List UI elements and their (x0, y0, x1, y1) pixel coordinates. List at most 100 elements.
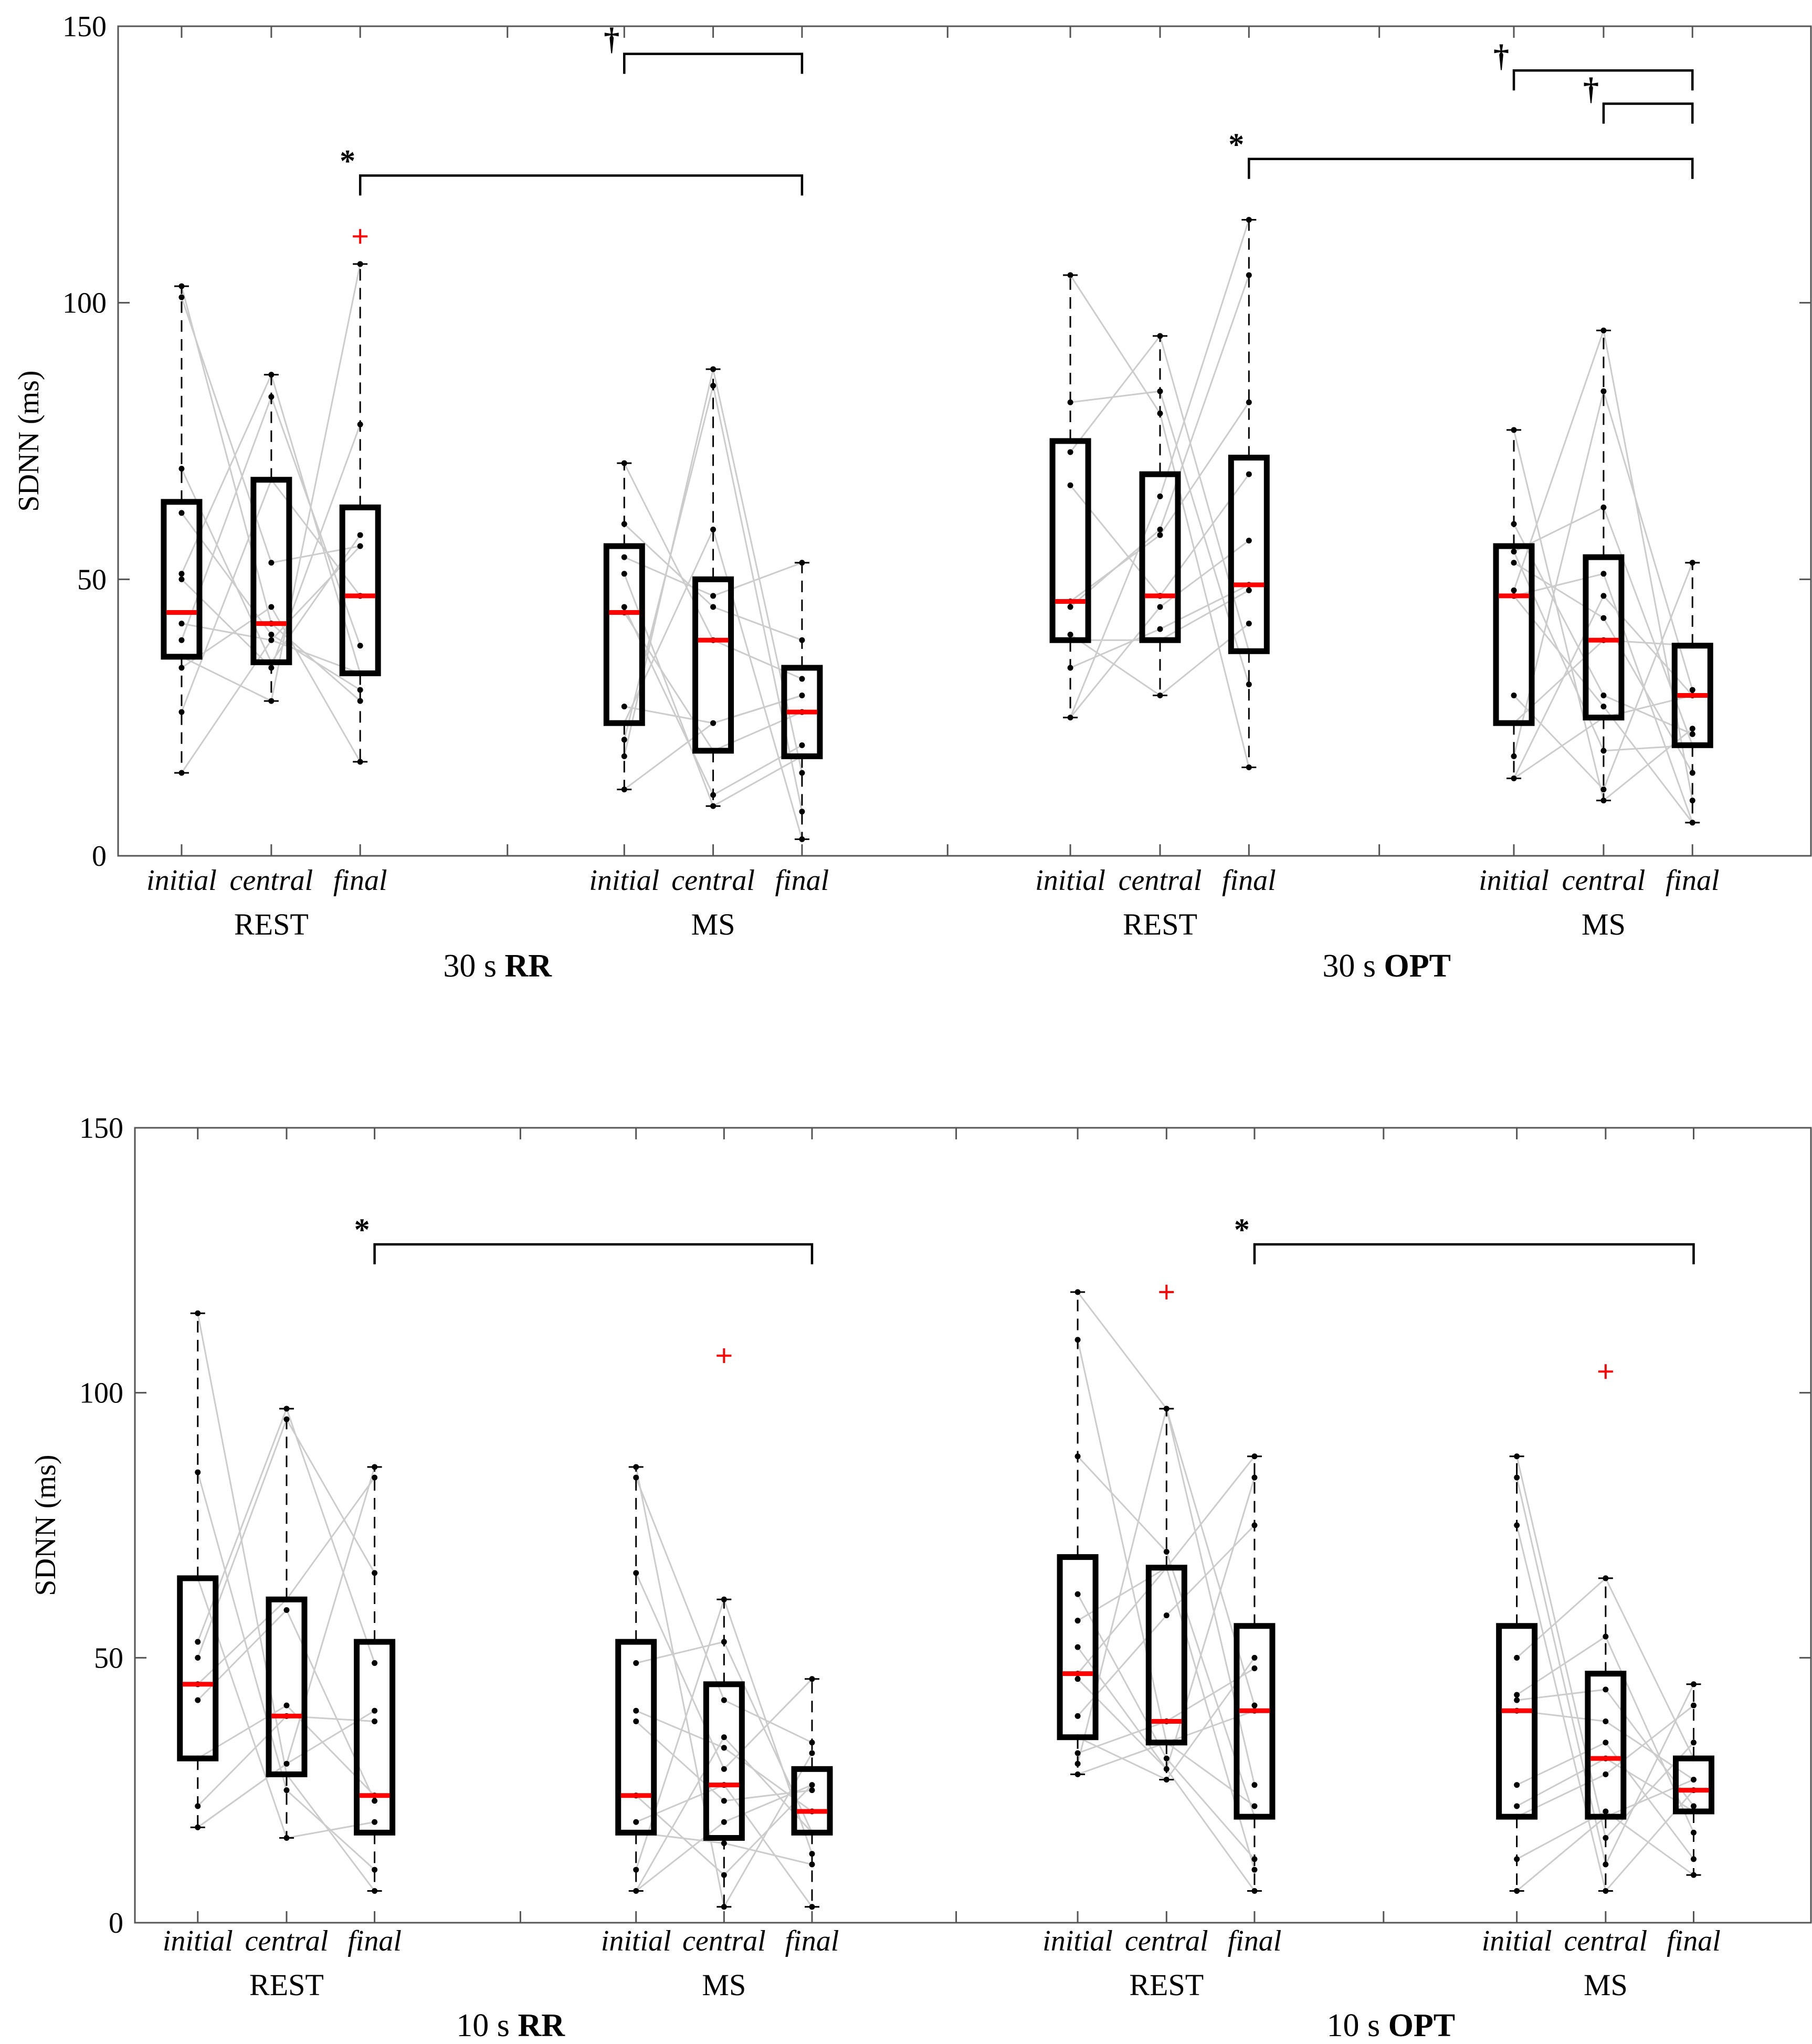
data-point (633, 1474, 639, 1481)
data-point (283, 1702, 290, 1708)
data-point (1157, 527, 1163, 533)
data-point (1690, 1808, 1697, 1815)
box-ms-final: final (1667, 1681, 1721, 1957)
panel-label: 10 s RR (456, 2008, 565, 2041)
data-point (1163, 1406, 1170, 1412)
data-point (195, 1310, 201, 1316)
significance-symbol: * (340, 143, 355, 178)
data-point (1251, 1782, 1258, 1788)
significance-symbol: † (604, 22, 619, 57)
condition-label: final (785, 1925, 839, 1957)
box-ms-initial: initial (601, 1464, 671, 1957)
condition-label: initial (589, 864, 659, 897)
data-point (357, 698, 363, 704)
data-point (1074, 1591, 1081, 1597)
data-point (1511, 521, 1517, 527)
significance-bracket (359, 174, 804, 196)
data-point (1251, 1702, 1258, 1708)
data-point (372, 1888, 378, 1894)
data-point (621, 753, 627, 759)
data-point (372, 1707, 378, 1714)
data-point (1511, 720, 1517, 726)
data-point (1246, 217, 1252, 223)
data-point (1690, 1776, 1697, 1783)
panel-label-prefix: 30 s (1322, 948, 1384, 984)
data-point (357, 543, 363, 549)
box-rest-final: final (333, 229, 387, 897)
condition-label: final (347, 1925, 402, 1957)
significance-bracket (1602, 102, 1694, 124)
y-tick-label: 50 (77, 563, 107, 596)
subject-line (1077, 1594, 1256, 1860)
subject-line (181, 424, 361, 669)
data-point (710, 604, 717, 610)
data-point (809, 1676, 815, 1682)
data-point (1600, 571, 1607, 577)
data-point (1157, 693, 1163, 699)
group-label: MS (1584, 1968, 1628, 2002)
panel-2: 0 50 100 150 SDNN (ms) initial central final RES… (29, 1112, 1812, 2043)
box-rest-central: central (245, 1406, 328, 1957)
data-point (721, 1745, 727, 1751)
box-rest-final: final (1228, 1453, 1281, 1957)
data-point (1251, 1654, 1258, 1661)
data-point (1157, 637, 1163, 643)
condition-label: final (1666, 864, 1720, 897)
data-point (799, 560, 805, 566)
data-point (1600, 748, 1607, 754)
data-point (1246, 764, 1252, 770)
data-point (1603, 1814, 1609, 1820)
data-point (1511, 560, 1517, 566)
data-point (283, 1787, 290, 1794)
significance-symbol: * (1234, 1212, 1250, 1247)
data-point (1600, 715, 1607, 721)
outlier-marker (1598, 1364, 1613, 1379)
y-tick-label: 150 (62, 11, 107, 43)
condition-label: central (1119, 864, 1202, 897)
data-point (1251, 1867, 1258, 1873)
data-point (1074, 1289, 1081, 1295)
data-point (1074, 1734, 1081, 1741)
data-point (357, 261, 363, 267)
data-point (283, 1607, 290, 1613)
box-rest-initial: initial (146, 283, 217, 897)
data-point (1600, 593, 1607, 599)
data-point (633, 1819, 639, 1825)
data-point (1067, 449, 1073, 455)
panel-label-bold: RR (518, 2008, 565, 2041)
condition-label: central (1564, 1925, 1648, 1957)
data-point (1074, 1337, 1081, 1343)
y-axis-label: SDNN (ms) (13, 370, 45, 511)
data-point (1603, 1718, 1609, 1724)
data-point (721, 1819, 727, 1825)
data-point (809, 1829, 815, 1836)
condition-label: final (333, 864, 387, 897)
data-point (178, 283, 185, 289)
box-ms-central: central (1564, 1364, 1648, 1957)
significance-bracket (1512, 69, 1694, 91)
data-point (1251, 1453, 1258, 1460)
data-point (809, 1861, 815, 1868)
data-point (1514, 1888, 1520, 1894)
data-point (178, 621, 185, 627)
data-point (1514, 1692, 1520, 1698)
data-point (195, 1824, 201, 1830)
data-point (178, 571, 185, 577)
data-point (799, 753, 805, 759)
box-ms-initial: initial (589, 460, 659, 897)
data-point (1689, 726, 1695, 732)
condition-label: central (230, 864, 313, 897)
outlier-marker (353, 229, 368, 244)
data-point (1157, 410, 1163, 416)
box-iqr (1049, 438, 1091, 643)
data-point (357, 687, 363, 693)
data-point (1067, 637, 1073, 643)
data-point (710, 748, 717, 754)
data-point (1690, 1681, 1697, 1687)
data-point (1246, 648, 1252, 654)
data-point (1689, 643, 1695, 649)
data-point (721, 1639, 727, 1645)
panel-label-prefix: 10 s (1326, 2008, 1388, 2041)
data-point (178, 654, 185, 660)
